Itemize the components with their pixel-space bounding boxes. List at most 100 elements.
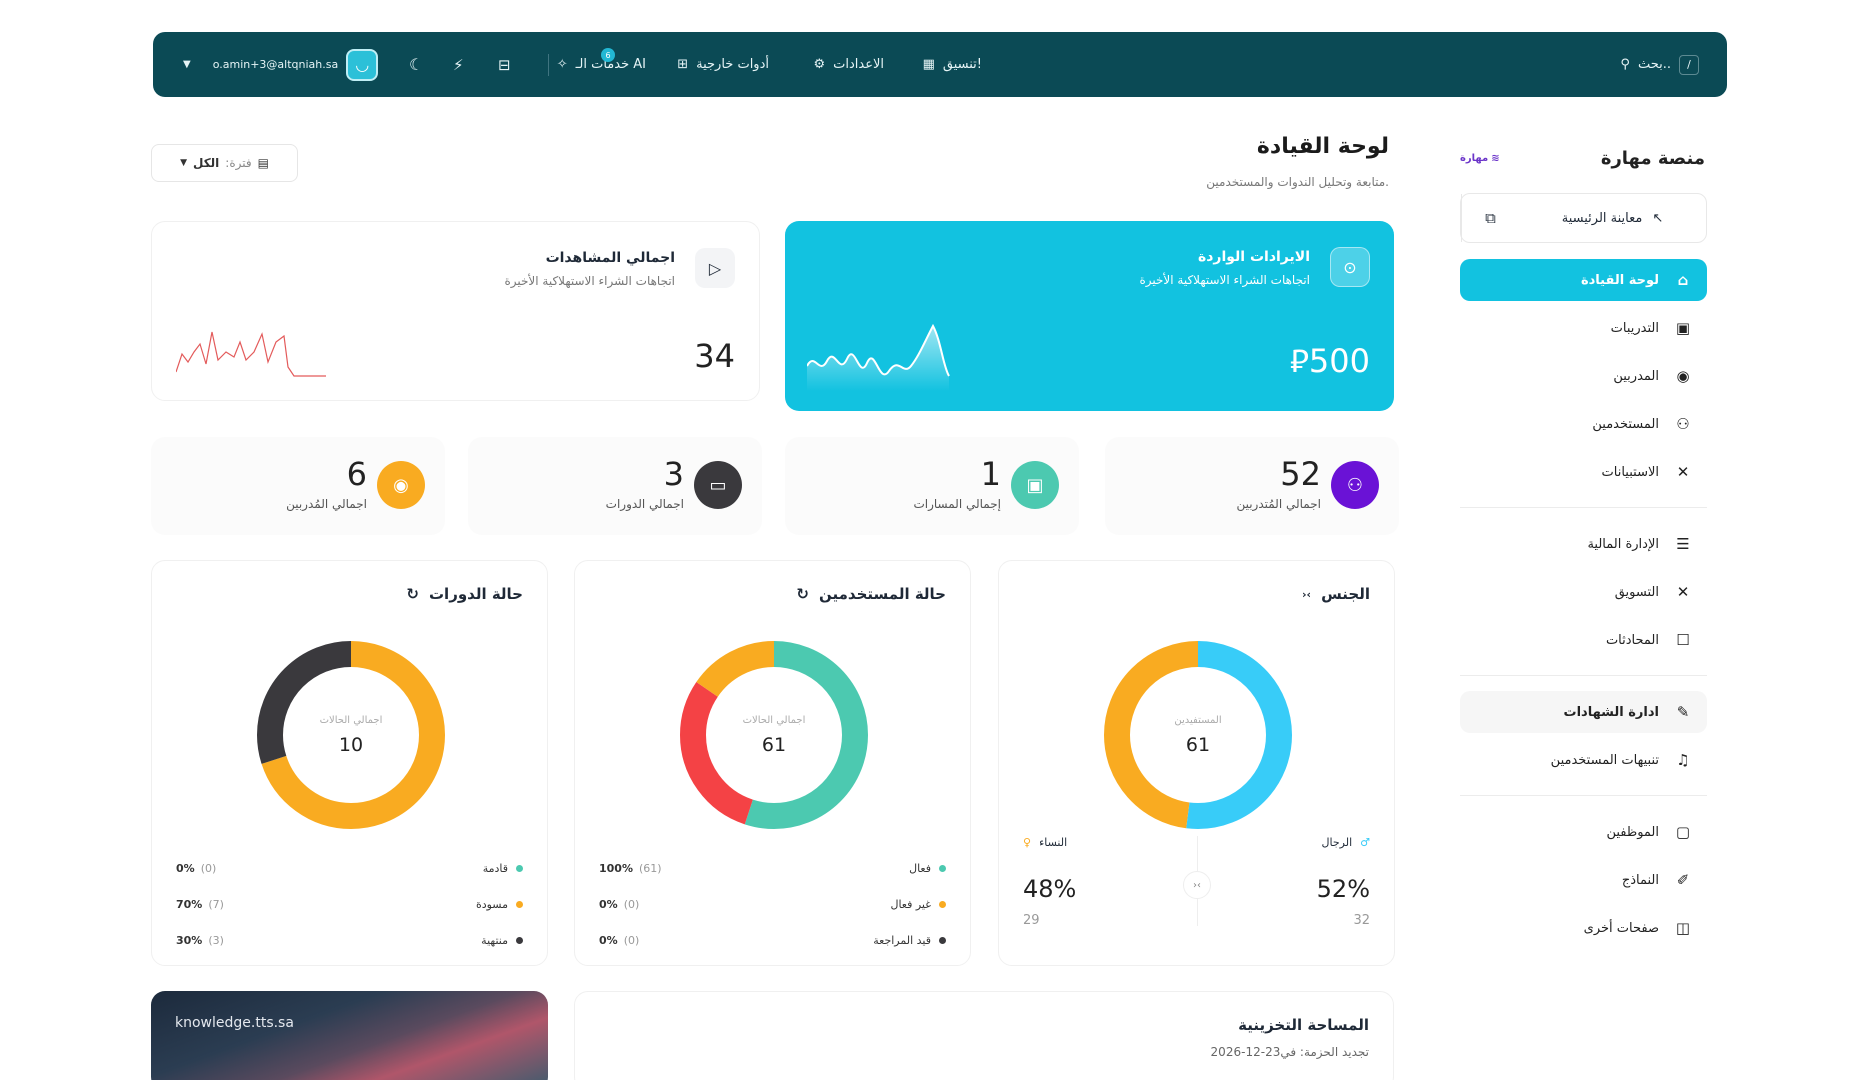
- revenue-card: ⊙ الايرادات الواردة اتجاهات الشراء الاست…: [785, 221, 1394, 411]
- storage-title: المساحة التخزينية: [1238, 1016, 1369, 1034]
- legend-count: (3): [208, 933, 224, 947]
- stat-label: اجمالي المُتدربين: [1236, 497, 1321, 511]
- chevron-down-icon: ▼: [180, 158, 187, 168]
- refresh-icon: ↻: [796, 585, 809, 603]
- sidebar-item-trainings[interactable]: ▣ التدريبات: [1460, 307, 1707, 349]
- stat-label: اجمالي الدورات: [605, 497, 684, 511]
- preview-home-button[interactable]: معاينة الرئيسية ↖: [1519, 194, 1706, 242]
- views-value: 34: [694, 337, 735, 375]
- bolt-icon: ⚡: [453, 55, 464, 74]
- search-trigger[interactable]: ⚲ بحث.. /: [1620, 32, 1699, 97]
- sidebar-item-label: لوحة القيادة: [1580, 272, 1659, 288]
- page-subtitle: متابعة وتحليل الندوات والمستخدمين.: [1206, 175, 1389, 189]
- pages-icon: ◫: [1675, 919, 1691, 937]
- menu-label: خدمات الـ AI: [575, 57, 646, 72]
- legend-count: (0): [623, 933, 640, 947]
- sidebar-item-finance[interactable]: ☰ الإدارة المالية: [1460, 523, 1707, 565]
- brand-logo: مهارة ≋: [1460, 153, 1500, 164]
- layout-icon: ▦: [922, 57, 935, 72]
- chevron-down-icon: ▼: [183, 59, 191, 70]
- donut-center-label: المستفيدين: [1174, 714, 1222, 726]
- legend-percent: 0%: [176, 861, 195, 875]
- menu-external-tools[interactable]: ⊞ أدوات خارجية: [677, 32, 769, 97]
- menu-format[interactable]: ▦ تنسيق!: [923, 32, 982, 97]
- sidebar-item-trainers[interactable]: ◉ المدربين: [1460, 355, 1707, 397]
- card-subtitle: اتجاهات الشراء الاستهلاكية الأخيرة: [504, 274, 675, 288]
- x-icon: ✕: [1676, 463, 1690, 481]
- legend-percent: 0%: [599, 933, 618, 947]
- site-preview-card[interactable]: knowledge.tts.sa: [151, 991, 548, 1080]
- theme-toggle[interactable]: ☾: [409, 32, 423, 97]
- female-icon: ♀: [1023, 836, 1032, 849]
- menu-label: الاعدادات: [833, 57, 884, 72]
- compare-icon: ›‹: [1183, 871, 1211, 899]
- sidebar-item-chats[interactable]: ☐ المحادثات: [1460, 619, 1707, 661]
- men-count: 32: [1353, 913, 1370, 928]
- activity-button[interactable]: ⚡: [453, 32, 464, 97]
- sidebar-item-employees[interactable]: ▢ الموظفين: [1460, 811, 1707, 853]
- user-menu[interactable]: ▼ o.amin+3@altqniah.sa ◡: [183, 32, 379, 97]
- copy-icon: ⧉: [1485, 209, 1496, 227]
- money-icon: ⊙: [1330, 247, 1370, 287]
- sidebar-item-label: المدربين: [1613, 368, 1659, 384]
- sidebar-item-label: التسويق: [1614, 584, 1659, 600]
- legend-percent: 70%: [176, 897, 203, 911]
- copy-button[interactable]: ⧉: [1461, 194, 1519, 242]
- stat-value: 1: [980, 455, 1001, 493]
- moon-icon: ☾: [409, 55, 424, 74]
- legend-item: 30% (3) منتهية: [176, 930, 523, 950]
- stat-label: إجمالي المسارات: [913, 497, 1001, 511]
- sidebar-item-forms[interactable]: ✐ النماذج: [1460, 859, 1707, 901]
- menu-label: تنسيق!: [942, 57, 982, 72]
- courses-status-panel: حالة الدورات ↻ اجمالي الحالات 10 0% (0) قا…: [151, 560, 548, 966]
- search-shortcut: /: [1679, 54, 1699, 75]
- women-label: النساء: [1039, 836, 1068, 849]
- sidebar-item-user-alerts[interactable]: ♫ تنبيهات المستخدمين: [1460, 739, 1707, 781]
- donut-center-value: 10: [338, 733, 364, 756]
- legend-dot: [516, 936, 523, 944]
- panel-title-text: الجنس: [1321, 585, 1370, 603]
- stat-courses: ▭ 3 اجمالي الدورات: [468, 437, 762, 535]
- legend-count: (0): [623, 897, 640, 911]
- men-percent: 52%: [1316, 875, 1370, 903]
- stat-value: 52: [1280, 455, 1321, 493]
- legend-label: قادمة: [482, 861, 508, 875]
- sidebar-item-label: تنبيهات المستخدمين: [1550, 752, 1659, 768]
- filter-value: الكل: [192, 156, 220, 170]
- women-stat: ♀ النساء 48% 29: [1023, 836, 1173, 928]
- brand[interactable]: مهارة ≋ منصة مهارة: [1460, 148, 1705, 169]
- legend-label: غير فعال: [890, 897, 931, 911]
- men-stat: الرجال ♂ 52% 32: [1220, 836, 1370, 928]
- gender-donut: [1104, 641, 1292, 829]
- sidebar-item-label: المحادثات: [1605, 632, 1659, 648]
- currency-symbol: ⃁: [1289, 342, 1309, 380]
- inbox-button[interactable]: ⊟: [498, 32, 511, 97]
- sidebar-item-certificates[interactable]: ✎ ادارة الشهادات: [1460, 691, 1707, 733]
- certificate-icon: ✎: [1676, 703, 1690, 721]
- period-filter[interactable]: ▤ فترة: الكل ▼: [151, 144, 298, 182]
- sidebar-item-users[interactable]: ⚇ المستخدمين: [1460, 403, 1707, 445]
- storage-card: المساحة التخزينية تجديد الحزمة: في23-12-…: [574, 991, 1394, 1080]
- users-icon: ⚇: [1676, 415, 1690, 433]
- user-icon: ◉: [377, 461, 425, 509]
- donut-center-label: اجمالي الحالات: [742, 714, 806, 726]
- sidebar-item-label: الاستبيانات: [1601, 464, 1659, 480]
- sidebar-item-other-pages[interactable]: ◫ صفحات أخرى: [1460, 907, 1707, 949]
- x-icon: ✕: [1676, 583, 1690, 601]
- panel-title: الجنس ›‹: [1302, 585, 1370, 603]
- women-count: 29: [1023, 913, 1040, 928]
- sidebar-item-label: صفحات أخرى: [1583, 920, 1659, 936]
- menu-settings[interactable]: ⚙ الاعدادات: [813, 32, 884, 97]
- divider: [1460, 795, 1707, 796]
- sidebar-item-marketing[interactable]: ✕ التسويق: [1460, 571, 1707, 613]
- preview-row: ⧉ معاينة الرئيسية ↖: [1460, 193, 1707, 243]
- tv-icon: ▭: [694, 461, 742, 509]
- avatar: ◡: [346, 48, 379, 81]
- menu-ai-services[interactable]: ✧ خدمات الـ AI: [557, 32, 646, 97]
- search-icon: ⚲: [1620, 57, 1630, 72]
- donut-center-label: اجمالي الحالات: [319, 714, 383, 726]
- card-title: الايرادات الواردة: [1197, 249, 1310, 265]
- sidebar-item-dashboard[interactable]: ⌂ لوحة القيادة: [1460, 259, 1707, 301]
- sidebar-item-surveys[interactable]: ✕ الاستبيانات: [1460, 451, 1707, 493]
- legend-dot: [516, 864, 523, 872]
